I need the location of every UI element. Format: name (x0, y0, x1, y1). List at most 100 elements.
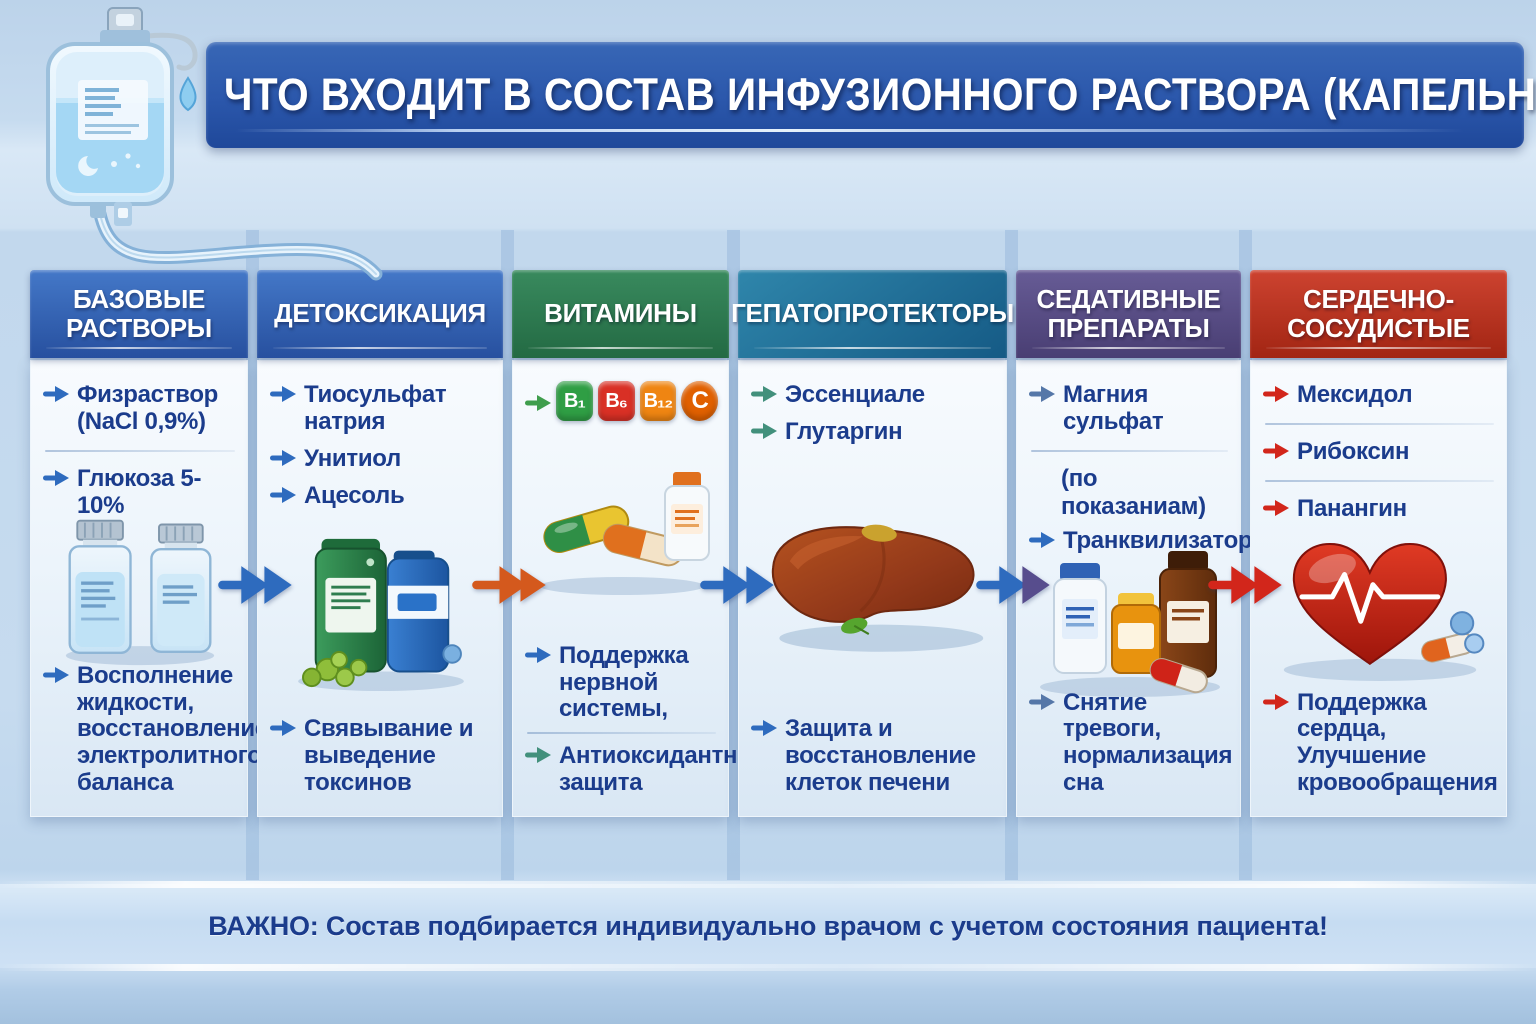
arrow-bullet-icon (270, 386, 296, 402)
arrow-bullet-icon (525, 395, 551, 411)
list-item-label: Магния сульфат (1063, 381, 1164, 435)
arrow-bullet-icon (43, 386, 69, 402)
effect-item: Поддержка сердца, Улучшение кровообращен… (1263, 688, 1498, 798)
vitamin-b6-badge: B₆ (597, 381, 635, 421)
vitamin-badges-row: B₁ B₆ B₁₂ C (525, 381, 718, 421)
pill-bottles-illustration (1029, 551, 1230, 698)
background-stripe (727, 230, 740, 880)
list-item: Эссенциале (751, 381, 996, 409)
list-item: Транквилизаторы (1029, 527, 1273, 555)
column-title: СЕРДЕЧНО-СОСУДИСТЫЕ (1287, 283, 1470, 343)
arrow-bullet-icon (43, 469, 69, 486)
title-banner: ЧТО ВХОДИТ В СОСТАВ ИНФУЗИОННОГО РАСТВОР… (206, 42, 1536, 148)
list-item: Панангин (1263, 495, 1496, 523)
arrow-bullet-icon (1029, 531, 1055, 548)
list-item: Ацесоль (270, 481, 492, 510)
effect-label: Снятие тревоги, нормализация сна (1063, 688, 1233, 797)
saline-vials-illustration (43, 519, 237, 666)
arrow-bullet-icon (1029, 386, 1055, 402)
column-body: Физраствор (NaCl 0,9%) Глюкоза 5-10% (30, 360, 268, 817)
list-item: Магния сульфат (1029, 381, 1230, 436)
column-title: ДЕТОКСИКАЦИЯ (274, 298, 486, 329)
arrow-bullet-icon (270, 486, 296, 503)
column-header-sedatives: СЕДАТИВНЫЕ ПРЕПАРАТЫ (1016, 270, 1241, 358)
list-item: Тиосульфат натрия (270, 381, 492, 436)
column-detox: ДЕТОКСИКАЦИЯ Тиосульфат натрия Унитиол А… (257, 270, 503, 817)
effect-label: Поддержка нервной системы, (559, 641, 689, 723)
list-item-label: Тиосульфат натрия (304, 381, 447, 435)
effect-item: Снятие тревоги, нормализация сна (1029, 688, 1233, 798)
list-item: Глюкоза 5-10% (43, 464, 237, 520)
background-stripe (1005, 230, 1018, 880)
divider (527, 732, 716, 735)
column-title: СЕДАТИВНЫЕ ПРЕПАРАТЫ (1036, 283, 1221, 343)
arrow-bullet-icon (1263, 442, 1289, 459)
liver-illustration (751, 451, 996, 712)
footer-note-band: ВАЖНО: Состав подбирается индивидуально … (0, 881, 1536, 971)
column-body: Магния сульфат (по показаниам) Транквили… (1016, 360, 1273, 817)
footer-message: Состав подбирается индивидуально врачом … (325, 910, 1328, 941)
list-item: Физраствор (NaCl 0,9%) (43, 381, 237, 436)
column-base-solutions: БАЗОВЫЕ РАСТВОРЫ Физраствор (NaCl 0,9%) … (30, 270, 268, 817)
column-body: Тиосульфат натрия Унитиол Ацесоль (257, 360, 503, 817)
column-body: Эссенциале Глутаргин (738, 360, 1007, 817)
column-header-detox: ДЕТОКСИКАЦИЯ (257, 270, 503, 358)
list-item: Мексидол (1263, 381, 1496, 409)
list-item-note: (по показаниам) (1061, 464, 1206, 520)
footer-important-label: ВАЖНО: (208, 910, 319, 941)
iv-bag-illustration (46, 7, 198, 226)
effect-item: Антиоксидантная защита (525, 742, 764, 797)
arrow-bullet-icon (270, 720, 296, 737)
divider (45, 449, 235, 452)
effects-list: Снятие тревоги, нормализация сна (1029, 685, 1233, 803)
column-header-hepatoprotectors: ГЕПАТОПРОТЕКТОРЫ (731, 270, 1014, 358)
column-body: B₁ B₆ B₁₂ C (512, 360, 764, 817)
column-title: ВИТАМИНЫ (544, 298, 697, 329)
effect-item: Восполнение жидкости, восстановление эле… (43, 662, 268, 797)
column-sedatives: СЕДАТИВНЫЕ ПРЕПАРАТЫ Магния сульфат (по … (1016, 270, 1273, 817)
divider (1265, 479, 1494, 482)
divider (1265, 422, 1494, 425)
effects-list: Защита и восстановление клеток печени (751, 711, 996, 802)
capsules-illustration (525, 425, 718, 638)
arrow-bullet-icon (1263, 386, 1289, 402)
detox-jars-illustration (270, 515, 492, 712)
effects-list: Поддержка сердца, Улучшение кровообращен… (1263, 685, 1498, 803)
effect-label: Свявывание и выведение токсинов (304, 715, 474, 797)
flow-arrow-icon (214, 564, 298, 606)
column-vitamins: ВИТАМИНЫ B₁ B₆ B₁₂ C (512, 270, 764, 817)
arrow-bullet-icon (525, 646, 551, 663)
vitamin-c-badge: C (681, 381, 718, 421)
background-stripe (1239, 230, 1252, 880)
arrow-bullet-icon (1263, 693, 1289, 710)
footer-note-text: ВАЖНО: Состав подбирается индивидуально … (208, 911, 1328, 942)
column-header-cardiovascular: СЕРДЕЧНО-СОСУДИСТЫЕ (1250, 270, 1507, 358)
arrow-bullet-icon (525, 747, 551, 764)
column-cardiovascular: СЕРДЕЧНО-СОСУДИСТЫЕ Мексидол Рибоксин Па… (1250, 270, 1507, 817)
effect-label: Поддержка сердца, Улучшение кровообращен… (1297, 688, 1498, 797)
column-body: Мексидол Рибоксин Панангин (1250, 360, 1507, 817)
columns-row: БАЗОВЫЕ РАСТВОРЫ Физраствор (NaCl 0,9%) … (30, 270, 1507, 817)
arrow-bullet-icon (1029, 693, 1055, 710)
flow-arrow-icon (468, 564, 552, 606)
page-title: ЧТО ВХОДИТ В СОСТАВ ИНФУЗИОННОГО РАСТВОР… (224, 69, 1536, 120)
list-item-label: Глутаргин (785, 417, 903, 445)
vitamin-b12-badge: B₁₂ (639, 381, 677, 421)
list-item-label: Унитиол (304, 444, 401, 472)
effect-item: Свявывание и выведение токсинов (270, 715, 492, 797)
list-item-label: Глюкоза 5-10% (77, 464, 202, 519)
effect-label: Защита и восстановление клеток печени (785, 715, 976, 797)
arrow-bullet-icon (751, 386, 777, 402)
list-item-label: Ацесоль (304, 481, 405, 509)
background-stripe (246, 230, 259, 880)
list-item: Рибоксин (1263, 437, 1496, 466)
arrow-bullet-icon (1263, 499, 1289, 516)
column-title: ГЕПАТОПРОТЕКТОРЫ (731, 298, 1014, 329)
arrow-bullet-icon (43, 666, 69, 683)
list-item-label: Транквилизаторы (1063, 526, 1273, 554)
effect-item: Защита и восстановление клеток печени (751, 715, 996, 797)
list-item-label: Физраствор (NaCl 0,9%) (77, 381, 219, 435)
list-item-label: Рибоксин (1297, 437, 1410, 465)
column-header-vitamins: ВИТАМИНЫ (512, 270, 729, 358)
list-item-label: Мексидол (1297, 381, 1413, 408)
